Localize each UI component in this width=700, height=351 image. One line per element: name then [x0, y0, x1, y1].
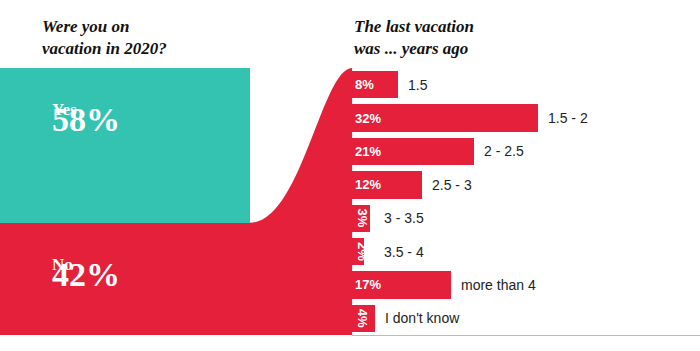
svg-text:4%: 4% [355, 309, 370, 328]
svg-text:17%: 17% [355, 277, 381, 292]
svg-text:3%: 3% [355, 209, 370, 228]
svg-text:I don't know: I don't know [385, 310, 460, 326]
svg-text:1.5: 1.5 [408, 77, 428, 93]
svg-text:Were you onvacation in 2020?: Were you onvacation in 2020? [42, 17, 167, 58]
svg-text:1.5 - 2: 1.5 - 2 [548, 110, 588, 126]
svg-text:No42%: No42% [52, 255, 120, 293]
svg-text:12%: 12% [355, 177, 381, 192]
svg-text:21%: 21% [355, 144, 381, 159]
svg-text:2%: 2% [355, 242, 370, 261]
svg-text:more than 4: more than 4 [461, 277, 536, 293]
svg-text:Yes58%: Yes58% [52, 100, 120, 138]
svg-text:3.5 - 4: 3.5 - 4 [384, 244, 424, 260]
svg-text:3 - 3.5: 3 - 3.5 [384, 210, 424, 226]
svg-text:8%: 8% [355, 77, 374, 92]
svg-text:2.5 - 3: 2.5 - 3 [432, 177, 472, 193]
svg-text:32%: 32% [355, 111, 381, 126]
svg-text:The last vacationwas ... years: The last vacationwas ... years ago [354, 17, 474, 58]
svg-text:2 - 2.5: 2 - 2.5 [484, 143, 524, 159]
